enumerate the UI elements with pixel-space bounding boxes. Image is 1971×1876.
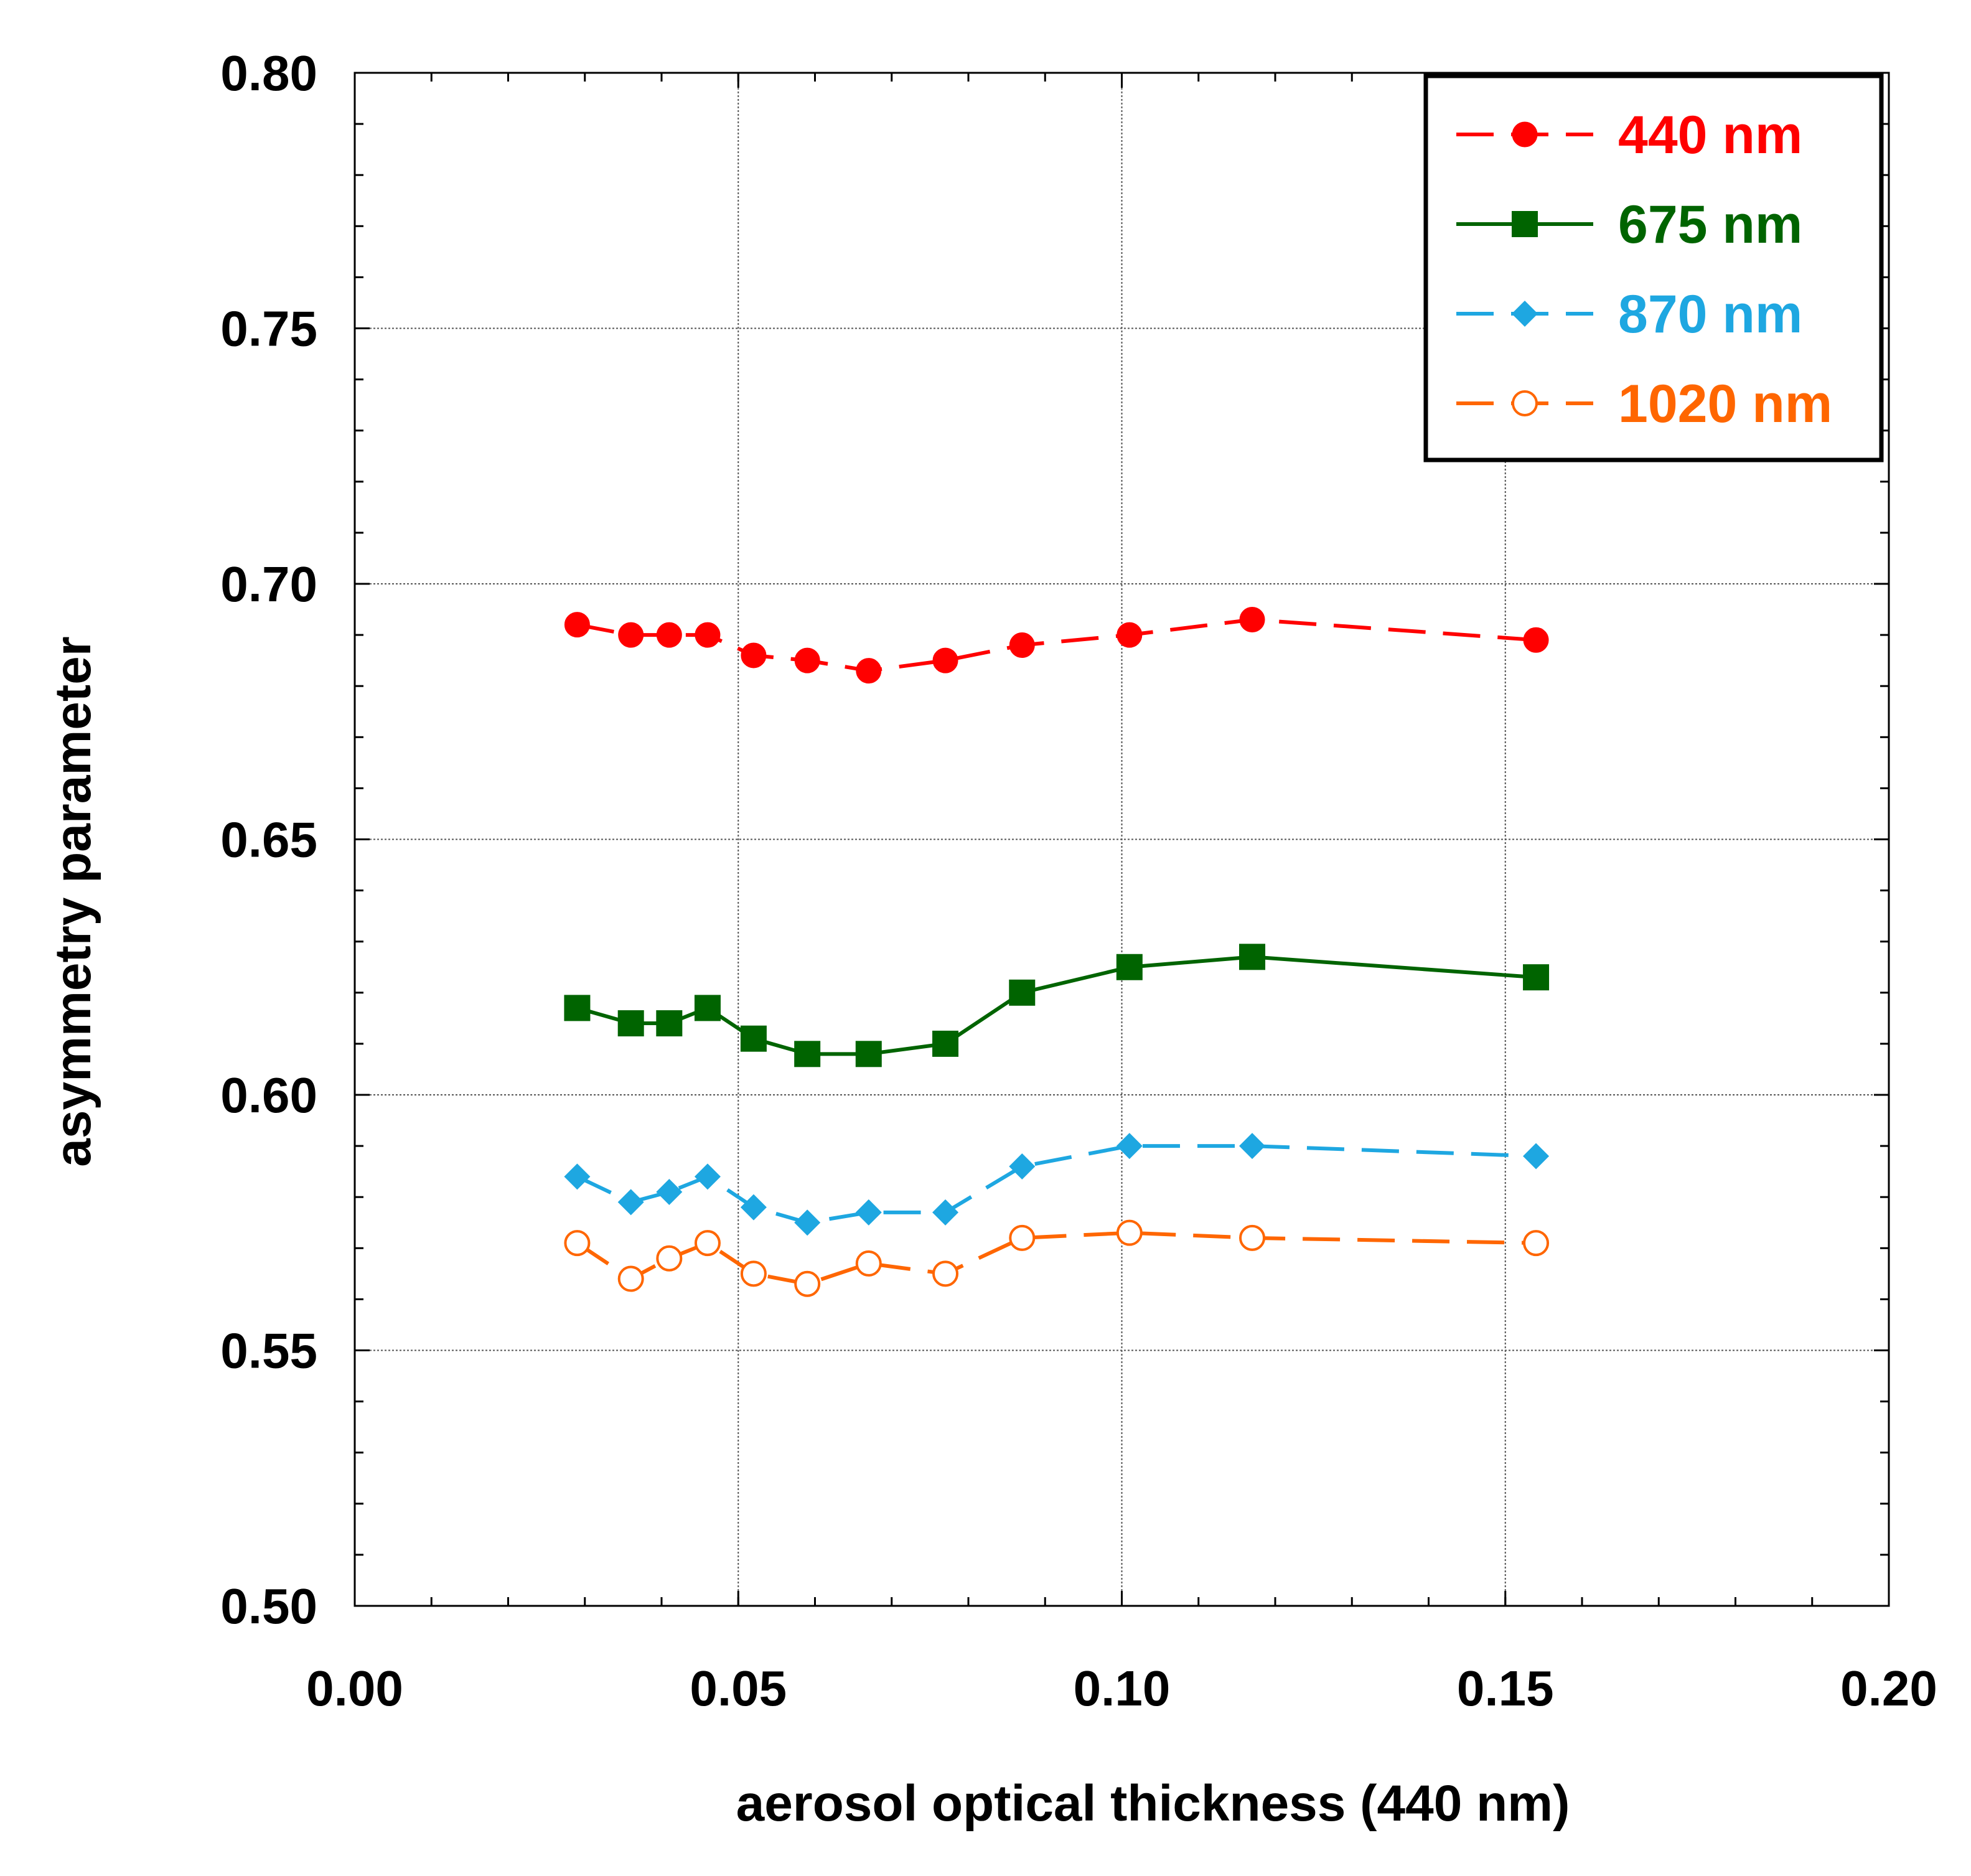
data-point: [1239, 606, 1265, 632]
data-point: [656, 622, 682, 648]
data-point: [695, 622, 721, 648]
data-point: [694, 1230, 721, 1257]
x-tick-label: 0.10: [1074, 1661, 1171, 1716]
data-point: [617, 1189, 644, 1216]
y-tick-label: 0.75: [220, 301, 317, 357]
data-point: [694, 995, 721, 1021]
data-point: [1009, 632, 1035, 659]
legend-label: 1020 nm: [1618, 374, 1832, 434]
x-tick-label: 0.05: [690, 1661, 787, 1716]
x-tick-label: 0.15: [1457, 1661, 1554, 1716]
data-point: [932, 1260, 959, 1287]
data-point: [617, 1265, 644, 1292]
legend: 440 nm 675 nm 870 nm 1020 nm: [1423, 73, 1884, 462]
data-point: [1009, 1224, 1036, 1251]
data-point: [1116, 1133, 1143, 1160]
series-1020-nm: [564, 1219, 1550, 1297]
data-point: [794, 1270, 821, 1297]
data-point: [1523, 627, 1549, 653]
data-point: [1239, 1133, 1266, 1160]
data-point: [618, 622, 644, 648]
series-line: [576, 617, 1537, 673]
data-point: [932, 1199, 959, 1226]
data-point: [855, 1250, 882, 1277]
data-point: [1009, 979, 1036, 1006]
legend-label: 675 nm: [1618, 195, 1802, 255]
data-point: [740, 1260, 767, 1287]
y-tick-label: 0.60: [220, 1067, 317, 1123]
data-point: [564, 1163, 591, 1190]
data-series: [564, 606, 1550, 1297]
data-point: [656, 1178, 683, 1205]
data-point: [794, 1209, 821, 1236]
x-tick-label: 0.00: [306, 1661, 403, 1716]
data-point: [564, 1230, 591, 1257]
legend-label: 870 nm: [1618, 284, 1802, 344]
data-point: [794, 1041, 821, 1067]
data-point: [1239, 944, 1266, 970]
data-point: [656, 1245, 683, 1272]
series-line: [576, 1144, 1537, 1225]
series-line: [576, 1231, 1537, 1286]
y-tick-labels: 0.50 0.55 0.60 0.65 0.70 0.75 0.80: [220, 45, 317, 1634]
data-point: [794, 647, 820, 673]
data-point: [740, 1194, 767, 1221]
data-point: [932, 647, 958, 673]
data-point: [1523, 1230, 1550, 1257]
series-440-nm: [564, 606, 1549, 684]
data-point: [564, 995, 591, 1021]
legend-label: 440 nm: [1618, 105, 1802, 165]
data-point: [1239, 1224, 1266, 1251]
data-point: [855, 1041, 882, 1067]
data-point: [1117, 622, 1143, 648]
data-point: [740, 1025, 767, 1052]
data-point: [1523, 1143, 1550, 1170]
legend-marker: [1512, 211, 1538, 237]
data-point: [1116, 954, 1143, 980]
data-point: [1523, 964, 1550, 991]
x-tick-labels: 0.00 0.05 0.10 0.15 0.20: [306, 1661, 1937, 1716]
y-tick-label: 0.50: [220, 1578, 317, 1634]
y-tick-label: 0.65: [220, 812, 317, 868]
series-870-nm: [564, 1133, 1550, 1236]
plot-area-frame: [353, 72, 1890, 1607]
data-point: [1009, 1153, 1036, 1180]
data-point: [741, 642, 767, 668]
legend-marker: [1512, 121, 1538, 148]
data-point: [1116, 1219, 1143, 1246]
series-675-nm: [564, 944, 1550, 1067]
series-line: [576, 955, 1537, 1056]
data-point: [694, 1163, 721, 1190]
legend-box: [1423, 73, 1884, 462]
y-tick-label: 0.55: [220, 1323, 317, 1379]
data-point: [932, 1030, 959, 1057]
y-tick-label: 0.70: [220, 556, 317, 612]
data-point: [617, 1010, 644, 1037]
data-point: [855, 1199, 882, 1226]
legend-marker: [1512, 390, 1538, 416]
data-point: [564, 612, 590, 638]
y-tick-label: 0.80: [220, 45, 317, 101]
legend-marker: [1512, 301, 1538, 327]
data-point: [656, 1010, 683, 1037]
x-tick-label: 0.20: [1840, 1661, 1937, 1716]
data-point: [856, 658, 882, 684]
y-axis-title: asymmetry parameter: [45, 636, 101, 1166]
x-axis-title: aerosol optical thickness (440 nm): [736, 1775, 1570, 1832]
